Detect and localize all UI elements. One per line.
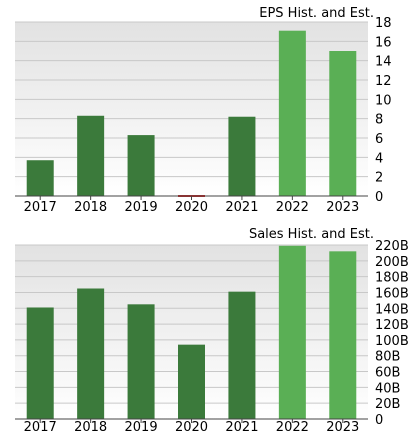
- y-tick-label: 180B: [375, 271, 409, 286]
- y-tick-label: 40B: [375, 381, 400, 396]
- y-tick-label: 80B: [375, 350, 400, 365]
- x-tick-label: 2021: [225, 200, 258, 215]
- y-tick-label: 140B: [375, 302, 409, 317]
- x-tick-label: 2019: [125, 420, 158, 435]
- x-tick-label: 2020: [175, 420, 208, 435]
- y-tick-label: 8: [375, 113, 383, 128]
- chart-title: EPS Hist. and Est.: [259, 6, 374, 21]
- y-tick-label: 6: [375, 132, 383, 147]
- y-tick-label: 100B: [375, 334, 409, 349]
- bar-2017: [26, 307, 54, 419]
- bar-2022: [278, 30, 306, 197]
- chart-title: Sales Hist. and Est.: [249, 227, 374, 242]
- bar-2022: [278, 245, 306, 419]
- chart-1: Sales Hist. and Est. 020B40B60B80B100B120…: [15, 227, 409, 435]
- bar-2023: [329, 51, 357, 196]
- x-tick-label: 2018: [74, 420, 107, 435]
- bar-2023: [329, 251, 357, 419]
- x-tick-label: 2019: [125, 200, 158, 215]
- chart-0: EPS Hist. and Est. 0 2 4 6 8 10 12 14 16 18 2017 201…: [15, 6, 392, 215]
- bar-2021: [228, 116, 256, 196]
- bar-2020: [178, 344, 205, 419]
- x-tick-label: 2017: [24, 420, 57, 435]
- y-tick-label: 4: [375, 151, 383, 166]
- bar-2018: [77, 288, 105, 419]
- bar-2017: [26, 160, 54, 196]
- y-tick-label: 20B: [375, 397, 400, 412]
- x-tick-label: 2021: [225, 420, 258, 435]
- y-tick-label: 0: [375, 190, 383, 205]
- x-tick-label: 2022: [276, 200, 309, 215]
- bar-2021: [228, 291, 256, 419]
- bar-2018: [77, 115, 105, 196]
- y-tick-label: 2: [375, 171, 383, 186]
- plot-background: [15, 22, 368, 196]
- y-tick-label: 14: [375, 55, 392, 70]
- bar-2019: [127, 304, 155, 419]
- x-tick-label: 2020: [175, 200, 208, 215]
- y-tick-label: 16: [375, 35, 392, 50]
- x-tick-label: 2023: [326, 420, 359, 435]
- x-tick-label: 2018: [74, 200, 107, 215]
- y-tick-label: 0: [375, 413, 383, 428]
- x-tick-label: 2017: [24, 200, 57, 215]
- y-tick-label: 12: [375, 74, 392, 89]
- y-tick-label: 120B: [375, 318, 409, 333]
- y-tick-label: 220B: [375, 239, 409, 254]
- x-tick-label: 2023: [326, 200, 359, 215]
- y-tick-label: 18: [375, 16, 392, 31]
- bar-2019: [127, 135, 155, 196]
- x-tick-label: 2022: [276, 420, 309, 435]
- y-tick-label: 60B: [375, 366, 400, 381]
- y-tick-label: 200B: [375, 255, 409, 270]
- y-tick-label: 10: [375, 93, 392, 108]
- y-tick-label: 160B: [375, 286, 409, 301]
